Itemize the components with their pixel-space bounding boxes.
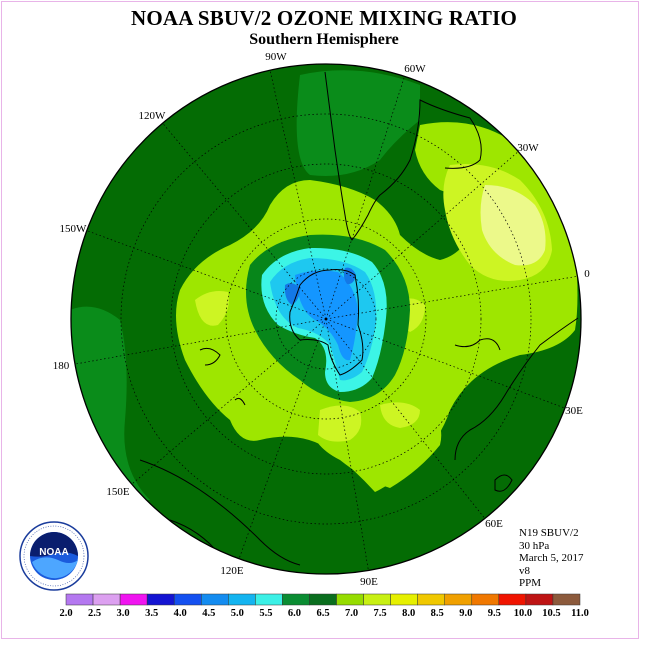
- legend-tick-label: 11.0: [571, 608, 589, 619]
- legend-swatch: [228, 593, 256, 606]
- legend-tick-label: 2.5: [87, 608, 102, 619]
- lon-label-120w: 120W: [138, 110, 166, 122]
- lon-label-120e: 120E: [220, 565, 244, 577]
- field-blue-region-3: [343, 267, 356, 285]
- page-subtitle: Southern Hemisphere: [249, 31, 399, 48]
- legend-swatch: [498, 593, 527, 606]
- lon-label-90e: 90E: [360, 576, 378, 588]
- legend-tick-label: 8.5: [430, 608, 444, 619]
- legend-swatch: [65, 593, 94, 606]
- info-satellite: N19 SBUV/2: [519, 527, 579, 539]
- legend-tick-label: 6.5: [316, 608, 330, 619]
- lon-label-30w: 30W: [517, 142, 539, 154]
- legend-swatch: [471, 593, 500, 606]
- lon-label-90w: 90W: [265, 51, 287, 63]
- legend-swatch: [201, 593, 229, 606]
- lon-label-30e: 30E: [565, 405, 583, 417]
- legend-swatch: [525, 593, 554, 606]
- legend-tick-label: 9.5: [487, 608, 501, 619]
- field-yellowgreen-region-4: [195, 291, 229, 326]
- legend-swatch: [552, 593, 581, 606]
- lon-label-0: 0: [584, 268, 590, 280]
- legend-tick-label: 2.0: [59, 608, 73, 619]
- info-version: v8: [519, 564, 530, 577]
- lon-label-180: 180: [52, 360, 70, 372]
- legend-swatch: [444, 593, 473, 606]
- legend-swatch: [390, 593, 418, 606]
- map-border: [70, 63, 582, 575]
- legend-tick-label: 7.5: [373, 608, 387, 619]
- legend-tick-label: 8.0: [402, 608, 416, 619]
- legend-swatch: [173, 593, 202, 606]
- legend-swatch: [363, 593, 391, 606]
- legend-swatch: [146, 593, 175, 606]
- legend-swatch: [282, 593, 310, 606]
- field-green-region-atlantic: [296, 70, 420, 176]
- lon-label-150e: 150E: [106, 486, 130, 498]
- legend-tick-label: 10.5: [542, 608, 561, 619]
- legend-swatch: [309, 593, 337, 606]
- page-title: NOAA SBUV/2 OZONE MIXING RATIO: [131, 6, 517, 30]
- graticule: [71, 69, 581, 574]
- legend-tick-label: 9.0: [459, 608, 473, 619]
- legend-tick-label: 4.0: [173, 608, 187, 619]
- info-units: PPM: [519, 577, 542, 589]
- field-blue-region-2: [284, 283, 300, 305]
- field-yellowgreen-region-2: [318, 405, 362, 442]
- legend-tick-label: 10.0: [513, 608, 533, 619]
- legend-swatch: [417, 593, 445, 606]
- legend-tick-label: 6.0: [287, 608, 301, 619]
- legend-swatch: [92, 593, 121, 606]
- legend-tick-label: 5.5: [259, 608, 273, 619]
- legend-swatch: [336, 593, 364, 606]
- info-date: March 5, 2017: [519, 552, 584, 564]
- field-blue-region: [295, 270, 358, 361]
- legend-tick-label: 7.0: [344, 608, 359, 619]
- noaa-logo-icon: NOAA: [19, 521, 89, 591]
- legend-swatch: [119, 593, 148, 606]
- field-yellowgreen-region-3: [380, 402, 420, 428]
- info-level: 30 hPa: [519, 539, 550, 552]
- legend-swatch: [255, 593, 283, 606]
- lon-label-60w: 60W: [404, 63, 426, 75]
- lon-label-150w: 150W: [59, 223, 87, 235]
- lon-label-60e: 60E: [485, 518, 503, 530]
- logo-text: NOAA: [39, 547, 68, 558]
- info-block: N19 SBUV/2 30 hPa March 5, 2017 v8 PPM: [519, 527, 583, 590]
- legend-tick-label: 3.5: [145, 608, 159, 619]
- legend-tick-label: 5.0: [230, 608, 244, 619]
- field-light-yellow-region: [480, 185, 546, 266]
- legend-tick-label: 4.5: [202, 608, 216, 619]
- legend-tick-label: 3.0: [116, 608, 130, 619]
- coastlines: [139, 71, 579, 571]
- page-frame: [1, 1, 639, 639]
- ozone-field: [71, 64, 581, 574]
